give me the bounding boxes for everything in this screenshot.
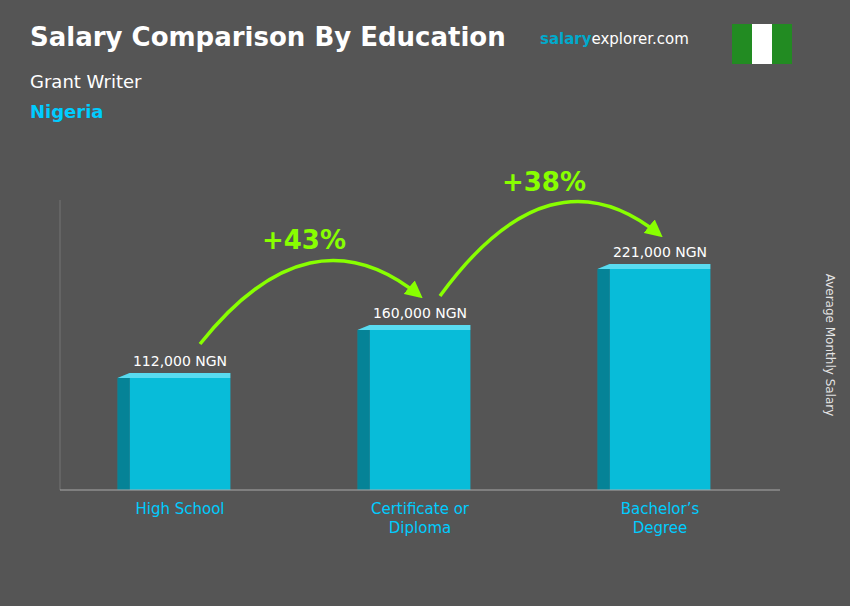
x-axis-line bbox=[60, 490, 780, 491]
value-label: 221,000 NGN bbox=[613, 244, 707, 260]
bar-side-shade bbox=[358, 330, 370, 490]
change-label: +38% bbox=[502, 167, 586, 197]
bar-top bbox=[598, 264, 711, 269]
chart-svg: Salary Comparison By Education Grant Writ… bbox=[0, 0, 850, 606]
flag-stripe bbox=[732, 24, 752, 64]
bar-top-highlight bbox=[358, 325, 471, 330]
y-axis-line bbox=[60, 200, 61, 490]
bar-side bbox=[598, 269, 610, 490]
change-arrow bbox=[440, 201, 660, 296]
x-tick-label-line: Certificate or bbox=[371, 500, 470, 518]
x-tick-label-line: Diploma bbox=[389, 519, 451, 537]
x-tick-label: Certificate orDiploma bbox=[371, 500, 470, 537]
title: Salary Comparison By Education bbox=[30, 22, 506, 52]
value-label: 160,000 NGN bbox=[373, 305, 467, 321]
x-tick-label-line: High School bbox=[135, 500, 224, 518]
flag-stripe bbox=[752, 24, 772, 64]
chart-root: Salary Comparison By Education Grant Writ… bbox=[0, 0, 850, 606]
x-tick-label: High School bbox=[135, 500, 224, 518]
change-label: +43% bbox=[262, 225, 346, 255]
bars bbox=[118, 264, 711, 490]
value-label: 112,000 NGN bbox=[133, 353, 227, 369]
bar-side-shade bbox=[118, 378, 130, 490]
x-tick-label-line: Bachelor’s bbox=[621, 500, 700, 518]
bar-top-highlight bbox=[118, 373, 231, 378]
flag-stripe bbox=[772, 24, 792, 64]
subtitle: Grant Writer bbox=[30, 71, 142, 92]
change-arrow bbox=[200, 260, 420, 344]
bar-top bbox=[358, 325, 471, 330]
bar bbox=[370, 330, 471, 490]
bar-top-highlight bbox=[598, 264, 711, 269]
background bbox=[0, 0, 850, 606]
bar bbox=[130, 378, 231, 490]
bar-side bbox=[118, 378, 130, 490]
site-part: explorer.com bbox=[592, 30, 689, 48]
bar bbox=[610, 269, 711, 490]
x-tick-label: Bachelor’sDegree bbox=[621, 500, 700, 537]
y-axis-label: Average Monthly Salary bbox=[823, 274, 837, 417]
bar-side-shade bbox=[598, 269, 610, 490]
site-label: salaryexplorer.com bbox=[540, 30, 689, 48]
site-part: salary bbox=[540, 30, 592, 48]
x-tick-label-line: Degree bbox=[633, 519, 688, 537]
country: Nigeria bbox=[30, 101, 104, 122]
bar-top bbox=[118, 373, 231, 378]
bar-side bbox=[358, 330, 370, 490]
